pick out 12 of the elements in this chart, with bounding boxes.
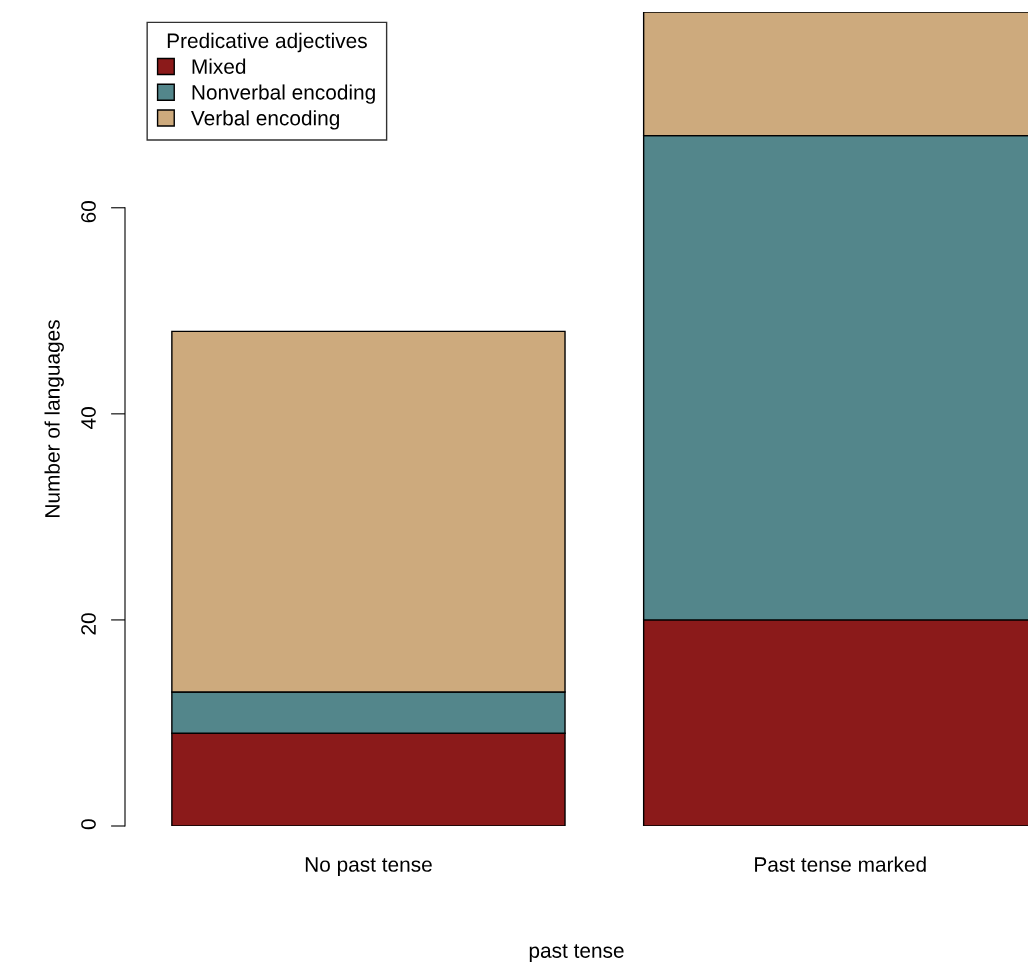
y-axis-title: Number of languages xyxy=(44,320,64,517)
legend-label: Verbal encoding xyxy=(191,110,339,130)
legend-label: Mixed xyxy=(192,58,246,74)
y-tick-label: 20 xyxy=(81,613,96,635)
legend-title: Predicative adjectives xyxy=(167,32,367,53)
x-axis-title: past tense xyxy=(529,944,624,963)
legend-label: Nonverbal encoding xyxy=(192,84,375,104)
x-tick-label: No past tense xyxy=(305,857,432,876)
y-tick-label: 40 xyxy=(81,407,96,429)
y-tick-label: 0 xyxy=(81,819,96,830)
y-tick-label: 60 xyxy=(81,201,96,223)
x-tick-label: Past tense marked xyxy=(755,856,926,872)
